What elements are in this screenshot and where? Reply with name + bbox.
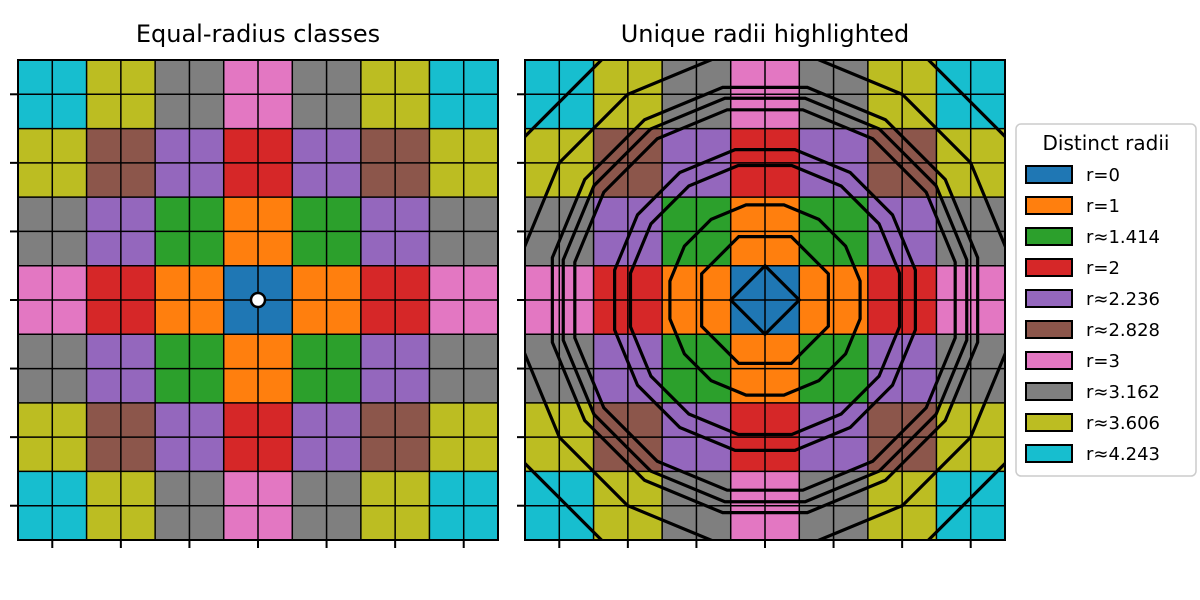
legend-label: r≈2.828: [1086, 320, 1160, 341]
legend-label: r=1: [1086, 196, 1120, 217]
legend-swatch: [1025, 320, 1073, 339]
legend-label: r≈3.606: [1086, 413, 1160, 434]
right-contour-ring: [613, 148, 917, 452]
right-contour-ring: [525, 60, 1005, 540]
legend-swatch: [1025, 382, 1073, 401]
right-contour-ring: [561, 96, 969, 504]
left-panel-title: Equal-radius classes: [136, 20, 380, 48]
legend-swatch: [1025, 444, 1073, 463]
legend-swatch: [1025, 165, 1073, 184]
right-contour-ring: [573, 108, 957, 492]
right-ticks: [517, 93, 972, 548]
legend-swatch: [1025, 413, 1073, 432]
legend-label: r=3: [1086, 351, 1120, 372]
right-contour-ring: [668, 203, 862, 397]
right-contours: [525, 60, 1005, 540]
right-panel: [517, 59, 1006, 548]
right-contour-ring: [728, 263, 802, 337]
left-panel: [10, 59, 499, 548]
legend-swatch: [1025, 227, 1073, 246]
left-gridlines: [18, 60, 498, 540]
legend-entries: r=0 r=1 r≈1.414 r=2 r≈2.236 r≈2.828 r=3 r≈3.162…: [1025, 165, 1160, 465]
right-contour-ring: [628, 163, 902, 437]
legend-swatch: [1025, 196, 1073, 215]
left-center-marker: [249, 291, 267, 309]
legend-swatch: [1025, 258, 1073, 277]
right-contour-ring: [525, 60, 1005, 540]
legend-swatch: [1025, 289, 1073, 308]
legend-label: r≈1.414: [1086, 227, 1160, 248]
right-contour-ring: [550, 85, 980, 515]
legend-label: r=2: [1086, 258, 1120, 279]
legend-title: Distinct radii: [1043, 131, 1170, 155]
legend: Distinct radii r=0 r=1 r≈1.414 r=2 r≈2.236 r≈…: [1015, 123, 1197, 477]
right-contour-ring: [700, 235, 830, 365]
legend-swatch: [1025, 351, 1073, 370]
legend-label: r=0: [1086, 165, 1120, 186]
left-ticks: [10, 93, 465, 548]
legend-label: r≈2.236: [1086, 289, 1160, 310]
right-panel-title: Unique radii highlighted: [621, 20, 910, 48]
legend-label: r≈4.243: [1086, 444, 1160, 465]
legend-label: r≈3.162: [1086, 382, 1160, 403]
